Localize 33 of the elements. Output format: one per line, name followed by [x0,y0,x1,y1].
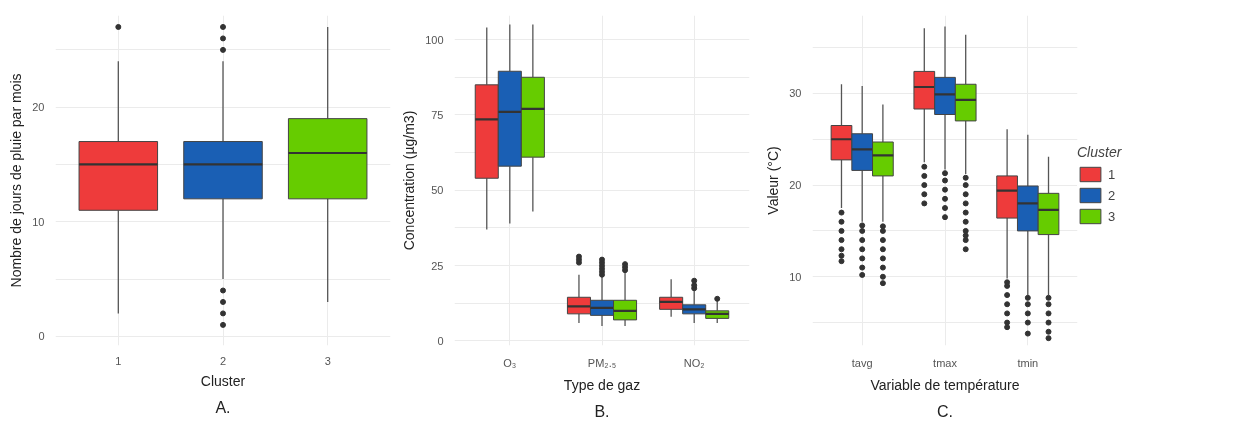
legend-title: Cluster [1077,144,1123,160]
y-axis-title: Nombre de jours de pluie par mois [8,73,25,288]
y-tick-label: 50 [431,184,444,197]
y-tick-label: 75 [431,108,444,121]
legend-label: 3 [1108,208,1117,224]
y-tick-label: 25 [431,259,444,272]
x-tick-label: PM₂.₅ [587,356,617,369]
y-tick-label: 100 [425,33,444,46]
x-axis-title: Variable de température [870,376,1020,393]
x-tick-label: O₃ [503,356,517,369]
legend-label: 1 [1108,166,1117,182]
x-tick-label: 1 [115,354,122,367]
x-tick-label: tmax [933,356,958,369]
y-axis-title: Valeur (°C) [765,146,782,215]
x-tick-label: NO₂ [683,356,705,369]
x-axis-title: Type de gaz [563,376,641,393]
y-tick-label: 0 [437,334,444,347]
legend-label: 2 [1108,187,1117,203]
y-tick-label: 0 [38,330,45,343]
y-axis-title: Concentration (µg/m3) [401,110,418,251]
y-tick-label: 10 [789,270,802,283]
text: C. [937,402,953,420]
y-tick-label: 30 [789,87,802,100]
x-tick-label: tmin [1017,356,1039,369]
x-axis-title: Cluster [200,372,246,389]
x-tick-label: 2 [219,354,227,367]
text: A. [215,398,231,416]
x-tick-label: 3 [324,354,331,367]
y-tick-label: 20 [789,179,802,192]
text: B. [594,402,610,420]
y-tick-label: 10 [32,215,45,228]
x-tick-label: tavg [851,356,873,369]
y-tick-label: 20 [32,101,45,114]
